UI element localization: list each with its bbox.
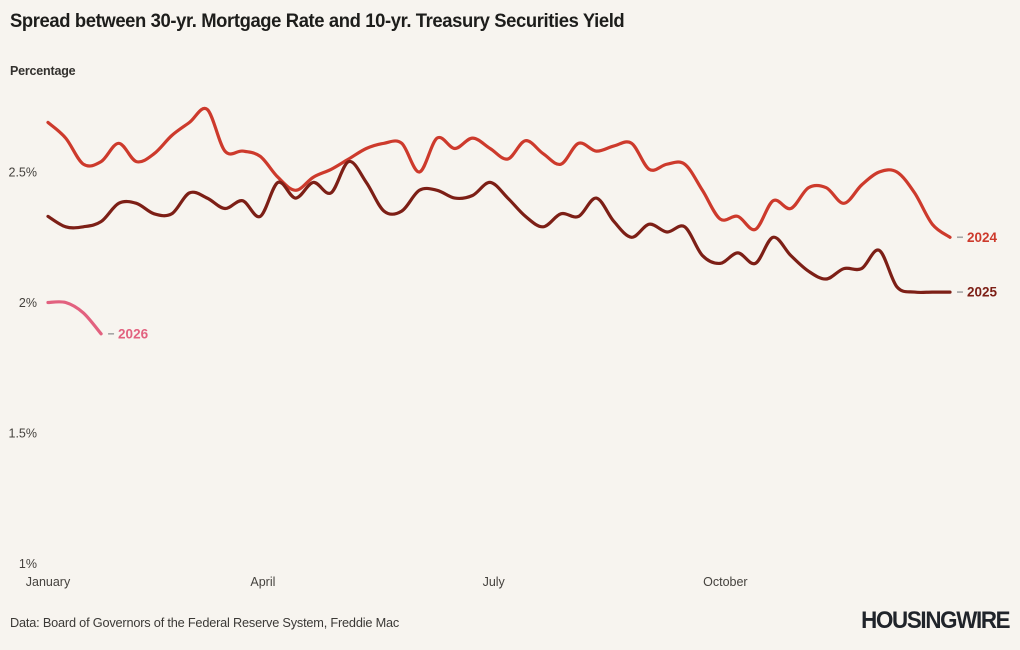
housingwire-logo: HOUSINGWIRE xyxy=(860,607,1010,634)
series-label-2026: 2026 xyxy=(118,326,149,341)
y-axis-unit-label: Percentage xyxy=(10,64,76,78)
series-line-2024 xyxy=(46,106,952,239)
data-source-note: Data: Board of Governors of the Federal … xyxy=(10,615,400,630)
series-label-2025: 2025 xyxy=(967,285,998,300)
y-tick-label: 2% xyxy=(19,296,37,310)
x-tick-label: January xyxy=(26,575,71,589)
series-label-2024: 2024 xyxy=(967,230,998,245)
y-tick-label: 1.5% xyxy=(9,427,38,441)
x-tick-label: July xyxy=(483,575,506,589)
y-tick-label: 2.5% xyxy=(9,166,38,180)
x-tick-label: April xyxy=(250,575,275,589)
chart-title: Spread between 30-yr. Mortgage Rate and … xyxy=(10,11,625,32)
series-line-2025 xyxy=(46,159,952,295)
y-tick-label: 1% xyxy=(19,557,37,571)
x-tick-label: October xyxy=(703,575,747,589)
series-line-2026 xyxy=(46,300,103,336)
